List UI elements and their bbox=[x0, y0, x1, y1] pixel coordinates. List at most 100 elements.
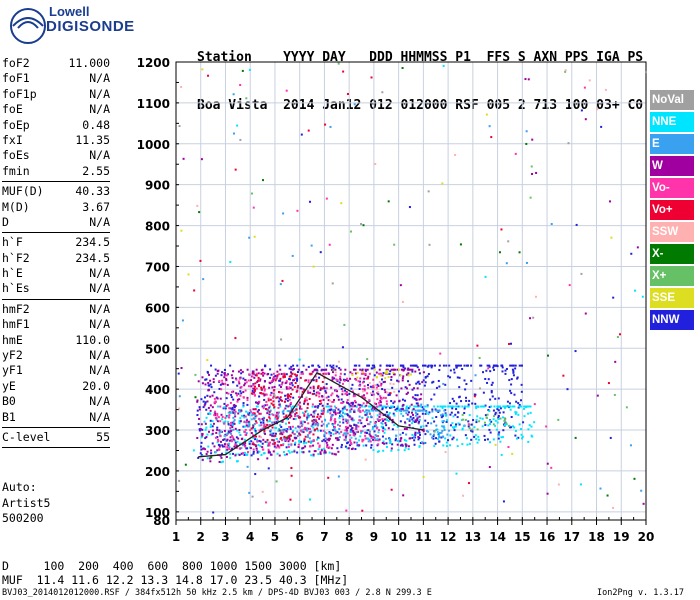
echo-point bbox=[319, 429, 322, 432]
echo-point bbox=[280, 373, 283, 376]
echo-point bbox=[361, 388, 364, 391]
echo-point bbox=[397, 449, 400, 452]
noise-point bbox=[604, 88, 607, 91]
echo-point bbox=[345, 427, 348, 430]
echo-point bbox=[278, 446, 281, 449]
echo-point bbox=[394, 439, 397, 442]
noise-point bbox=[467, 482, 470, 485]
echo-point bbox=[399, 444, 402, 447]
echo-point bbox=[464, 405, 467, 408]
echo-point bbox=[333, 405, 336, 408]
echo-point bbox=[377, 450, 380, 453]
echo-point bbox=[232, 436, 235, 439]
echo-point bbox=[303, 438, 306, 441]
echo-point bbox=[271, 426, 274, 429]
echo-point bbox=[312, 439, 315, 442]
noise-point bbox=[478, 356, 481, 359]
echo-point bbox=[300, 407, 303, 410]
noise-point bbox=[370, 76, 373, 79]
noise-point bbox=[562, 374, 565, 377]
echo-point bbox=[284, 437, 287, 440]
echo-point bbox=[418, 398, 421, 401]
echo-point bbox=[309, 428, 312, 431]
echo-point bbox=[236, 429, 239, 432]
echo-point bbox=[459, 364, 462, 367]
echo-point bbox=[416, 413, 419, 416]
echo-point bbox=[374, 424, 377, 427]
echo-point bbox=[384, 391, 387, 394]
echo-point bbox=[445, 420, 448, 423]
echo-point bbox=[379, 419, 382, 422]
echo-point bbox=[290, 443, 293, 446]
echo-point bbox=[474, 402, 477, 405]
echo-point bbox=[376, 391, 379, 394]
echo-point bbox=[235, 378, 238, 381]
echo-point bbox=[382, 396, 385, 399]
echo-point bbox=[435, 386, 438, 389]
echo-point bbox=[288, 438, 291, 441]
echo-point bbox=[338, 385, 341, 388]
echo-point bbox=[213, 397, 216, 400]
echo-point bbox=[521, 435, 524, 438]
echo-point bbox=[523, 405, 526, 408]
noise-point bbox=[535, 171, 538, 174]
echo-point bbox=[452, 405, 455, 408]
echo-point bbox=[382, 372, 385, 375]
echo-point bbox=[372, 378, 375, 381]
echo-point bbox=[268, 420, 271, 423]
echo-point bbox=[221, 415, 224, 418]
echo-point bbox=[503, 406, 506, 409]
echo-point bbox=[273, 389, 276, 392]
echo-point bbox=[262, 416, 265, 419]
echo-point bbox=[484, 377, 487, 380]
echo-point bbox=[255, 445, 258, 448]
echo-point bbox=[331, 371, 334, 374]
echo-point bbox=[262, 392, 265, 395]
echo-point bbox=[366, 364, 369, 367]
echo-point bbox=[455, 402, 458, 405]
echo-point bbox=[263, 430, 266, 433]
echo-point bbox=[422, 425, 425, 428]
noise-point bbox=[281, 279, 284, 282]
echo-point bbox=[403, 428, 406, 431]
echo-point bbox=[287, 443, 290, 446]
echo-point bbox=[209, 460, 212, 463]
param-value: N/A bbox=[89, 363, 110, 378]
echo-point bbox=[287, 387, 290, 390]
param-row: fmin 2.55 bbox=[2, 164, 110, 179]
echo-point bbox=[216, 369, 219, 372]
echo-point bbox=[505, 367, 508, 370]
echo-point bbox=[386, 364, 389, 367]
noise-point bbox=[285, 89, 288, 92]
echo-point bbox=[388, 372, 391, 375]
echo-point bbox=[300, 420, 303, 423]
echo-point bbox=[424, 419, 427, 422]
echo-point bbox=[276, 375, 279, 378]
echo-point bbox=[317, 391, 320, 394]
noise-point bbox=[618, 333, 621, 336]
echo-point bbox=[404, 421, 407, 424]
param-name: foE bbox=[2, 102, 23, 117]
echo-point bbox=[379, 395, 382, 398]
echo-point bbox=[336, 447, 339, 450]
echo-point bbox=[289, 413, 292, 416]
echo-point bbox=[330, 417, 333, 420]
echo-point bbox=[396, 439, 399, 442]
param-value: 2.55 bbox=[82, 163, 110, 178]
echo-point bbox=[240, 372, 243, 375]
echo-point bbox=[416, 387, 419, 390]
echo-point bbox=[402, 414, 405, 417]
echo-point bbox=[239, 434, 242, 437]
echo-point bbox=[200, 398, 203, 401]
echo-point bbox=[435, 409, 438, 412]
echo-point bbox=[369, 415, 372, 418]
echo-point bbox=[291, 384, 294, 387]
echo-point bbox=[220, 388, 223, 391]
noise-point bbox=[329, 399, 332, 402]
echo-point bbox=[379, 364, 382, 367]
echo-point bbox=[247, 385, 250, 388]
echo-point bbox=[409, 368, 412, 371]
echo-point bbox=[255, 374, 258, 377]
echo-point bbox=[437, 434, 440, 437]
echo-point bbox=[282, 376, 285, 379]
